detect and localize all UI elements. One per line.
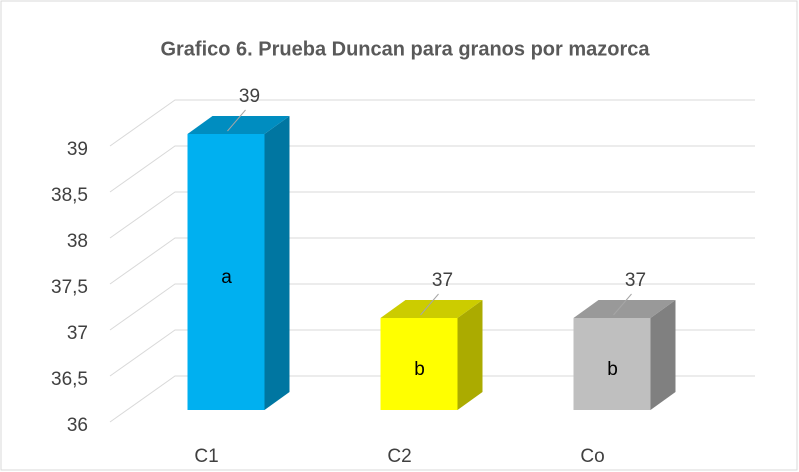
y-tick-label: 38,5 xyxy=(51,185,88,206)
value-label: 39 xyxy=(239,86,260,107)
bar-front xyxy=(380,318,458,410)
chart-title: Grafico 6. Prueba Duncan para granos por… xyxy=(160,38,650,60)
bar-top xyxy=(380,300,483,318)
x-tick-label: C2 xyxy=(387,446,411,467)
leader-line xyxy=(613,293,632,316)
y-tick-label: 36 xyxy=(67,415,88,436)
leader-line xyxy=(227,109,246,132)
bar xyxy=(573,300,676,410)
group-label: a xyxy=(221,267,232,288)
grid-line xyxy=(109,237,755,285)
grid-line xyxy=(109,145,755,193)
y-tick-label: 39 xyxy=(67,139,88,160)
bar xyxy=(380,300,483,410)
bar-front xyxy=(573,318,651,410)
grid-line xyxy=(109,329,755,377)
bar-top xyxy=(573,300,676,318)
grid-line xyxy=(109,191,755,239)
grid-line xyxy=(109,99,755,147)
y-tick-label: 38 xyxy=(67,231,88,252)
y-tick-label: 37,5 xyxy=(51,277,88,298)
group-label: b xyxy=(414,359,425,380)
grid-line xyxy=(109,283,755,331)
y-tick-label: 36,5 xyxy=(51,369,88,390)
y-tick-label: 37 xyxy=(67,323,88,344)
value-label: 37 xyxy=(432,270,453,291)
leader-line xyxy=(420,293,439,316)
bar-top xyxy=(187,116,290,134)
grid-line xyxy=(109,375,755,423)
x-tick-label: C1 xyxy=(194,446,218,467)
value-label: 37 xyxy=(625,270,646,291)
bar-side xyxy=(650,300,676,410)
x-tick-label: Co xyxy=(580,446,604,467)
bar xyxy=(187,116,290,410)
bar-side xyxy=(264,116,290,410)
bar-side xyxy=(457,300,483,410)
bar-front xyxy=(187,134,265,410)
group-label: b xyxy=(607,359,618,380)
